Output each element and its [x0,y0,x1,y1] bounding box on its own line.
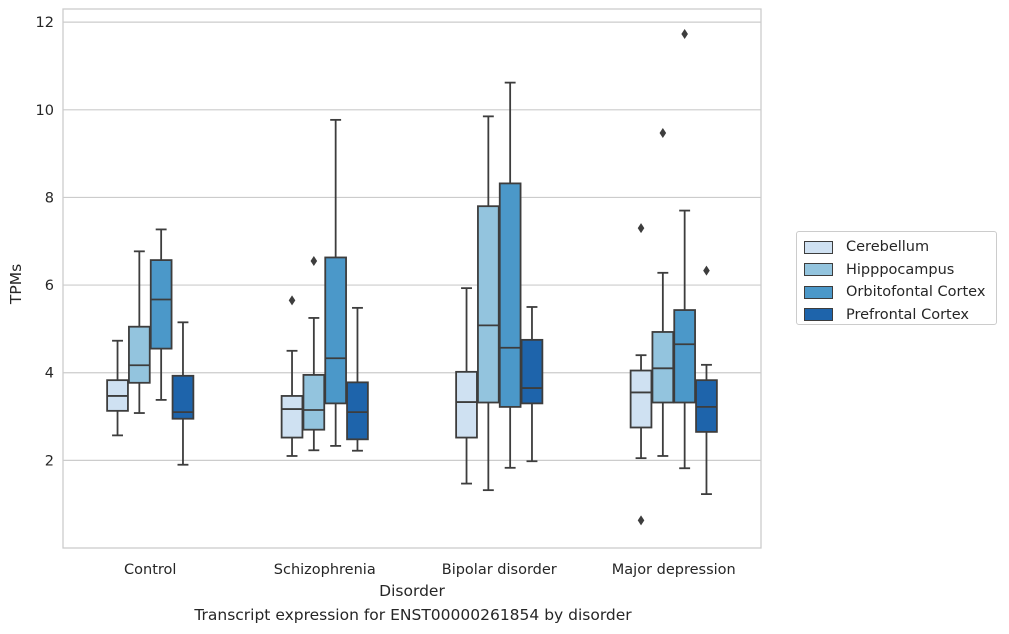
legend-label: Prefrontal Cortex [846,306,969,323]
box [455,370,478,439]
box-prefrontal-cortex [171,321,195,466]
legend-swatch [804,240,833,254]
grid-lines [63,21,761,461]
box-orbitofontal-cortex [324,118,347,447]
box [651,331,675,404]
box-orbitofontal-cortex [149,228,173,401]
box [520,338,544,405]
outlier-point [637,515,645,526]
box [280,395,304,439]
legend-label: Cerebellum [846,239,930,256]
box [324,256,347,405]
x-tick-label: Schizophrenia [274,562,376,578]
box-prefrontal-cortex [346,306,369,452]
y-tick-label: 10 [36,103,54,119]
box-cerebellum [629,223,653,526]
box-cerebellum [280,295,304,457]
box [498,182,522,408]
box-plot-series [106,28,718,526]
y-tick-label: 6 [45,278,54,294]
legend-item: Orbitofontal Cortex [803,281,996,304]
box-orbitofontal-cortex [673,28,696,470]
outlier-point [637,223,645,234]
legend-swatch [804,308,833,322]
legend-label: Hipppocampus [846,261,955,278]
y-tick-labels: 2 4 6 8 10 12 [36,15,54,469]
x-axis-label: Disorder [379,582,445,600]
box [673,309,696,404]
box-hipppocampus [128,250,151,414]
legend-item: Hipppocampus [803,259,996,282]
legend: Cerebellum Hipppocampus Orbitofontal Corte… [796,231,997,325]
box-prefrontal-cortex [520,306,544,463]
plot-frame [62,8,762,549]
x-tick-label: Bipolar disorder [442,562,557,578]
box-hipppocampus [477,115,500,492]
box-hipppocampus [651,128,675,457]
legend-swatch [804,263,833,277]
y-tick-label: 8 [45,190,54,206]
box [477,205,500,404]
box [629,369,653,429]
box-cerebellum [106,339,129,437]
box [171,374,195,420]
y-axis-label: TPMs [7,264,25,305]
outlier-point [659,128,667,139]
legend-item: Prefrontal Cortex [803,304,996,327]
y-tick-label: 12 [36,15,54,31]
y-tick-label: 4 [45,366,54,382]
x-tick-label: Control [124,562,176,578]
box [128,325,151,384]
x-tick-labels: Control Schizophrenia Bipolar disorder Majo… [124,562,736,578]
legend-item: Cerebellum [803,236,996,259]
outlier-point [310,255,318,266]
box [149,259,173,350]
chart-caption: Transcript expression for ENST0000026185… [194,606,632,624]
box-hipppocampus [302,255,326,452]
outlier-point [703,265,710,276]
box-prefrontal-cortex [695,265,718,496]
box-orbitofontal-cortex [498,81,522,469]
y-tick-label: 2 [45,453,54,469]
outlier-point [681,28,688,39]
legend-label: Orbitofontal Cortex [846,284,986,301]
box-cerebellum [455,287,478,485]
outlier-point [288,295,296,306]
x-tick-label: Major depression [612,562,736,578]
legend-swatch [804,285,833,299]
box [346,381,369,441]
box [302,374,326,431]
